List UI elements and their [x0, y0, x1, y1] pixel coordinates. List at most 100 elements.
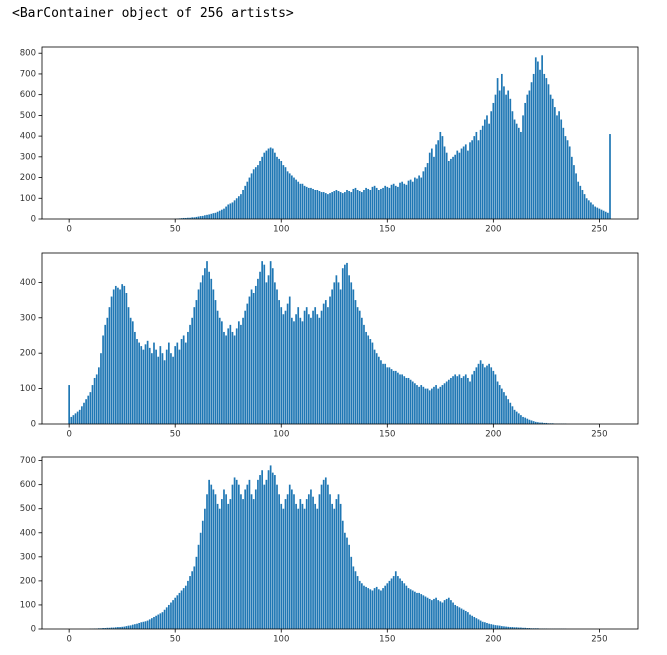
bar: [450, 377, 452, 424]
bar: [91, 385, 94, 424]
bar: [344, 192, 346, 219]
bar: [201, 215, 204, 219]
output-text: <BarContainer object of 256 artists>: [12, 6, 294, 21]
bar: [227, 503, 230, 629]
bar: [267, 275, 270, 424]
bar: [433, 386, 435, 424]
bar: [443, 383, 446, 424]
bar: [295, 503, 297, 629]
bar: [511, 627, 514, 629]
bar: [246, 484, 249, 629]
bar: [218, 317, 221, 424]
bar: [350, 282, 353, 424]
bar: [189, 217, 191, 219]
bar: [246, 181, 249, 219]
bar: [558, 111, 560, 219]
bar: [318, 317, 321, 424]
bar: [517, 127, 520, 219]
bar: [433, 156, 435, 219]
bar: [271, 472, 274, 629]
bar: [437, 600, 440, 629]
y-tick-label: 300: [20, 313, 36, 323]
x-tick-label: 150: [379, 225, 395, 235]
bar: [435, 597, 437, 629]
bar: [341, 193, 344, 219]
bar: [418, 175, 420, 219]
bar: [310, 187, 312, 219]
bar: [407, 180, 410, 219]
bar: [274, 475, 276, 629]
bar: [360, 583, 363, 629]
bar: [293, 177, 295, 219]
bar: [358, 310, 361, 424]
bar: [484, 622, 486, 629]
bar: [212, 489, 215, 629]
bar: [138, 342, 140, 424]
bar: [450, 158, 452, 219]
bar: [136, 623, 138, 629]
bar: [452, 602, 454, 629]
bar: [388, 187, 391, 219]
bar: [257, 278, 259, 424]
bar: [447, 160, 450, 219]
bar: [286, 303, 289, 424]
bar: [494, 374, 497, 424]
bar: [509, 627, 512, 629]
bar: [278, 158, 280, 219]
bar: [119, 627, 121, 629]
bar: [291, 175, 293, 219]
bar: [322, 479, 325, 629]
bar: [418, 386, 420, 424]
bar: [532, 73, 535, 219]
bar: [322, 303, 325, 424]
bar: [233, 335, 236, 424]
x-tick-label: 150: [379, 635, 395, 645]
bar: [274, 152, 276, 219]
bar: [484, 367, 486, 424]
bar: [271, 268, 274, 424]
bar: [377, 589, 380, 629]
bar: [233, 477, 236, 629]
bar: [549, 94, 552, 219]
bar: [112, 289, 115, 424]
bar: [354, 187, 357, 219]
bar: [479, 620, 482, 629]
bar: [420, 594, 423, 629]
bar: [214, 300, 217, 424]
bar: [72, 415, 75, 424]
bar: [522, 416, 524, 424]
bar: [543, 73, 546, 219]
bar: [197, 544, 200, 629]
bar: [214, 494, 217, 629]
bar: [375, 187, 378, 219]
bar: [581, 189, 584, 219]
bar: [532, 421, 535, 424]
y-tick-label: 0: [31, 420, 36, 430]
bar: [151, 618, 153, 629]
bar: [161, 612, 164, 629]
bar: [339, 192, 342, 219]
bar: [498, 625, 501, 629]
bar: [303, 185, 306, 219]
x-tick-label: 0: [66, 635, 71, 645]
bar: [522, 627, 524, 629]
bar: [460, 377, 463, 424]
bar: [526, 628, 529, 629]
bar: [414, 177, 416, 219]
bar: [365, 331, 367, 424]
bar: [316, 314, 319, 424]
bar: [384, 185, 387, 219]
bar: [479, 360, 482, 424]
bar: [191, 217, 194, 219]
bar: [276, 484, 278, 629]
bar: [496, 625, 499, 629]
bar: [269, 147, 272, 219]
bar: [102, 628, 104, 629]
bar: [490, 367, 493, 424]
bar: [369, 339, 372, 424]
bar: [513, 409, 516, 424]
bar: [394, 571, 397, 629]
bar: [242, 317, 244, 424]
bar: [267, 470, 270, 629]
axes-frame: [41, 456, 639, 630]
